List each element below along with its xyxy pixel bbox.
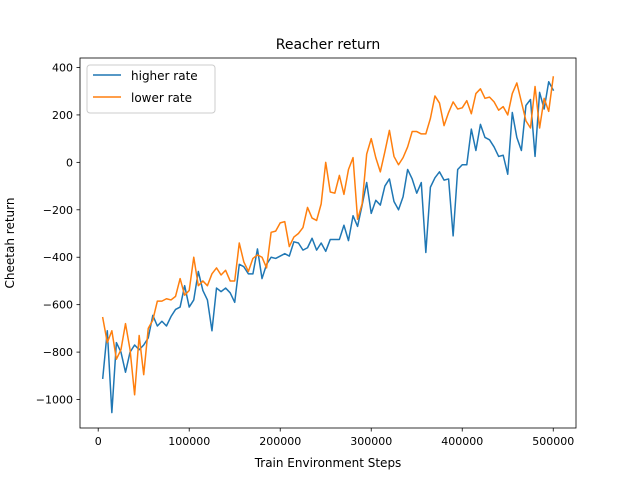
y-tick-label: 400 — [52, 61, 73, 74]
y-tick-label: 200 — [52, 109, 73, 122]
y-tick-label: −1000 — [36, 394, 73, 407]
y-tick-label: −600 — [43, 299, 73, 312]
legend-label-higher-rate: higher rate — [131, 69, 198, 83]
x-tick-label: 100000 — [168, 435, 210, 448]
series-line-lower-rate — [101, 76, 555, 396]
x-axis-label: Train Environment Steps — [254, 456, 402, 470]
y-axis-label: Cheetah return — [3, 198, 17, 289]
y-tick-label: 0 — [66, 156, 73, 169]
x-axis: 0 100000 200000 300000 400000 500000 — [95, 428, 574, 448]
x-tick-label: 400000 — [441, 435, 483, 448]
series-layer — [101, 76, 555, 414]
chart-title: Reacher return — [276, 37, 381, 53]
x-tick-label: 200000 — [259, 435, 301, 448]
legend: higher rate lower rate — [86, 64, 216, 114]
y-axis: −1000 −800 −600 −400 −200 0 200 400 — [36, 61, 80, 407]
legend-box — [86, 64, 216, 114]
x-tick-label: 500000 — [532, 435, 574, 448]
axes-frame — [79, 57, 577, 429]
series-line-higher-rate — [101, 80, 555, 414]
plot-area — [101, 76, 555, 414]
x-tick-label: 0 — [95, 435, 102, 448]
y-tick-label: −200 — [43, 204, 73, 217]
x-tick-label: 300000 — [350, 435, 392, 448]
legend-label-lower-rate: lower rate — [131, 91, 192, 105]
y-tick-label: −400 — [43, 251, 73, 264]
y-tick-label: −800 — [43, 346, 73, 359]
